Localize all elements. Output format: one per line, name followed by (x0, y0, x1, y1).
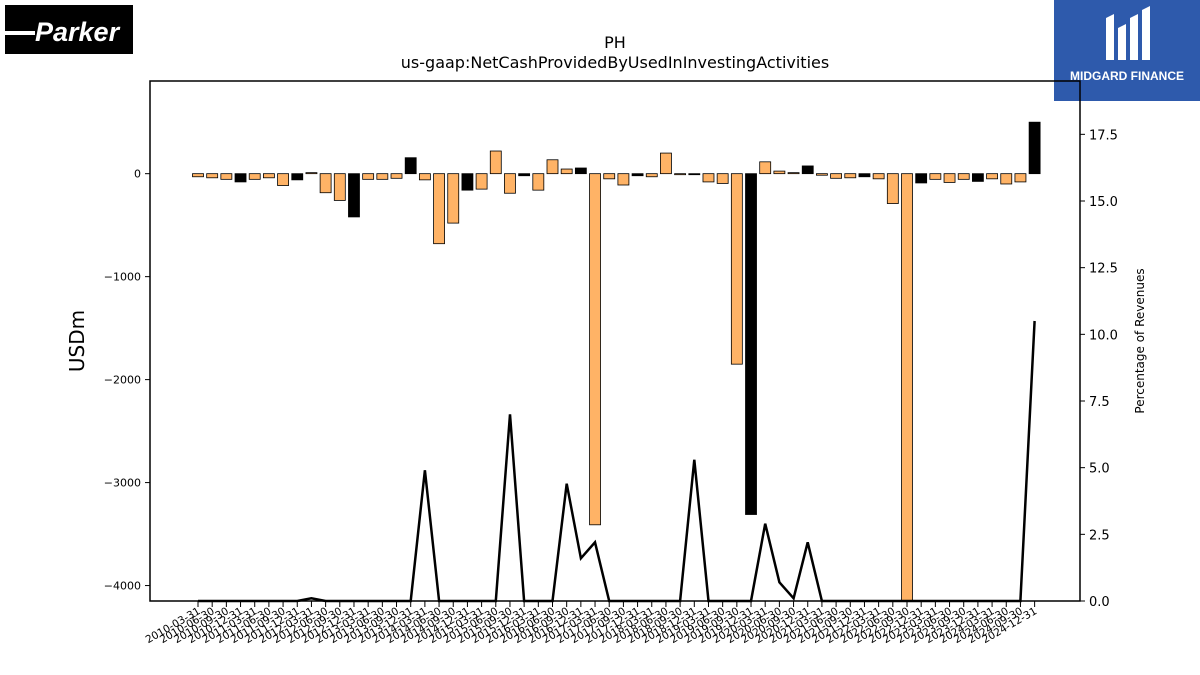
bar-2014-06-30 (433, 173, 445, 245)
bar-2018-12-31 (688, 173, 701, 176)
bar-2014-03-31 (418, 173, 431, 181)
bar-2010-09-30 (220, 173, 233, 180)
bar-2011-12-31 (291, 173, 304, 181)
bar-2023-03-31 (929, 173, 942, 180)
bar-2016-12-31 (574, 167, 587, 175)
bar-2010-12-31 (234, 173, 247, 183)
bar-2019-09-30 (730, 173, 743, 365)
bar-2022-12-31 (915, 173, 928, 184)
chart-title: PH (604, 33, 626, 52)
bar-2021-12-31 (858, 173, 871, 178)
bar-2015-03-31 (475, 173, 488, 190)
bar-2018-06-30 (660, 152, 672, 175)
bar-2014-09-30 (447, 173, 460, 224)
bar-2012-09-30 (333, 173, 346, 201)
y2-tick-label: 12.5 (1089, 262, 1118, 277)
bar-2010-06-30 (206, 173, 219, 179)
bar-2011-06-30 (262, 173, 275, 179)
y2-tick-label: 15.0 (1089, 195, 1118, 210)
midgard-logo-art: MIDGARD FINANCE (1070, 6, 1184, 83)
bar-2017-09-30 (617, 173, 630, 186)
bar-2020-09-30 (787, 172, 800, 175)
y-tick-label: 0 (134, 168, 141, 181)
bar-2023-06-30 (943, 173, 956, 183)
bar-2013-09-30 (390, 173, 403, 179)
bar-2013-06-30 (376, 173, 389, 180)
y-axis-left: −4000 −3000 −2000 −1000 0 (104, 168, 150, 593)
bar-2012-12-31 (348, 173, 360, 218)
bar-2015-12-31 (518, 173, 531, 177)
parker-logo: Parker (5, 5, 133, 54)
bar-2018-03-31 (645, 173, 658, 178)
y2-tick-label: 10.0 (1089, 328, 1118, 343)
bar-2011-03-31 (248, 173, 261, 180)
bar-2016-06-30 (546, 159, 559, 175)
bar-2013-12-31 (404, 157, 417, 175)
bar-2015-06-30 (489, 150, 502, 175)
bar-2023-09-30 (957, 173, 970, 180)
bar-2021-09-30 (844, 173, 857, 179)
bar-2018-09-30 (674, 173, 687, 176)
bar-2017-12-31 (631, 173, 644, 177)
bar-2014-12-31 (461, 173, 474, 191)
bar-2017-06-30 (603, 173, 616, 180)
bar-2021-03-31 (816, 173, 828, 176)
bar-2022-03-31 (872, 173, 885, 180)
bar-2020-06-30 (773, 170, 786, 175)
y-axis-right: 0.0 2.5 5.0 7.5 10.0 12.5 15.0 17.5 (1080, 128, 1118, 610)
bar-2024-09-30 (1014, 173, 1027, 183)
bar-2024-03-31 (986, 173, 998, 180)
y2-tick-label: 17.5 (1089, 128, 1118, 143)
bar-2019-06-30 (716, 173, 729, 184)
y-tick-label: −2000 (104, 374, 141, 387)
bar-2017-03-31 (589, 173, 601, 526)
logo-text-right: MIDGARD FINANCE (1070, 69, 1184, 83)
bar-2019-03-31 (702, 173, 715, 183)
bar-2022-09-30 (901, 173, 913, 602)
bar-2015-09-30 (504, 173, 516, 194)
logo-stroke-icon (5, 31, 35, 35)
bar-2020-03-31 (759, 161, 772, 175)
bar-2013-03-31 (362, 173, 375, 180)
parker-logo-art: Parker (5, 17, 121, 47)
x-axis: 2010-03-312010-06-302010-09-302010-12-31… (144, 601, 1039, 646)
y-tick-label: −3000 (104, 477, 141, 490)
bar-2010-03-31 (192, 173, 204, 178)
chart-subtitle: us-gaap:NetCashProvidedByUsedInInvesting… (401, 53, 829, 72)
bar-2019-12-31 (745, 173, 757, 515)
y-axis-label: USDm (65, 310, 89, 372)
bars-layer (192, 121, 1041, 602)
bar-2011-09-30 (277, 173, 289, 186)
y2-tick-label: 0.0 (1089, 595, 1110, 610)
bar-2024-06-30 (1000, 173, 1013, 185)
bar-2022-06-30 (886, 173, 899, 204)
y2-tick-label: 5.0 (1089, 462, 1110, 477)
bar-2012-03-31 (305, 172, 318, 175)
bar-2012-06-30 (319, 173, 332, 194)
midgard-mark-icon (1106, 6, 1150, 60)
bar-2023-12-31 (972, 173, 984, 182)
bar-2016-09-30 (560, 168, 573, 175)
bar-2020-12-31 (801, 165, 814, 175)
bar-2021-06-30 (830, 173, 842, 179)
logo-text-left: Parker (35, 17, 121, 47)
y2-tick-label: 2.5 (1089, 528, 1110, 543)
midgard-finance-logo: MIDGARD FINANCE (1054, 0, 1200, 101)
y-tick-label: −1000 (104, 271, 141, 284)
bar-2024-12-31 (1028, 121, 1041, 175)
y-tick-label: −4000 (104, 580, 141, 593)
bar-2016-03-31 (532, 173, 545, 191)
plot-frame (149, 80, 1081, 602)
y2-tick-label: 7.5 (1089, 395, 1110, 410)
y2-axis-label: Percentage of Revenues (1133, 268, 1147, 413)
